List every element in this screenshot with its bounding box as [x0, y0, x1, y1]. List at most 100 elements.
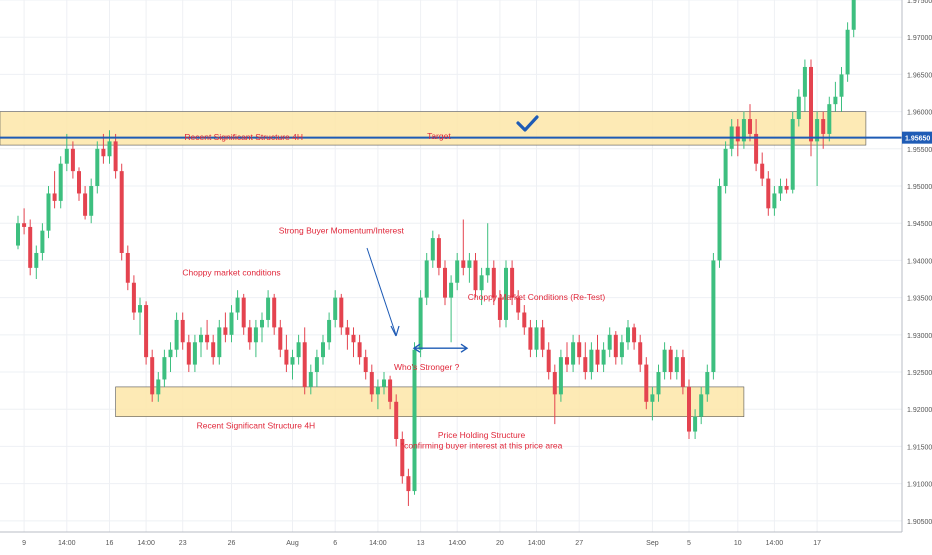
- candle-body: [144, 305, 149, 358]
- candle-body: [668, 349, 673, 373]
- candle: [802, 59, 807, 112]
- lower-zone: [115, 386, 745, 417]
- upper-zone: [0, 111, 867, 146]
- candle-body: [58, 163, 63, 201]
- candle: [552, 364, 557, 425]
- candle: [199, 327, 203, 358]
- candle: [113, 133, 118, 179]
- annotation-7: Price Holding Structure: [438, 430, 526, 440]
- candle: [626, 319, 630, 350]
- candle: [778, 178, 783, 201]
- candle-body: [485, 267, 490, 276]
- y-tick-label: 1.93500: [907, 296, 932, 303]
- candle: [351, 327, 356, 358]
- candle: [571, 334, 576, 373]
- candle-body: [113, 141, 118, 172]
- x-tick-label: 23: [179, 540, 187, 547]
- candle: [241, 293, 246, 335]
- candle-body: [52, 193, 57, 201]
- candle: [851, 0, 856, 38]
- candle-body: [186, 342, 191, 365]
- candle: [644, 357, 649, 410]
- candle: [748, 104, 752, 142]
- candle: [95, 141, 100, 194]
- candle-body: [375, 386, 380, 395]
- y-tick-label: 1.96500: [907, 72, 932, 79]
- candle-body: [253, 327, 258, 343]
- candle-body: [595, 349, 600, 365]
- candle-body: [394, 401, 399, 439]
- candle-body: [89, 186, 94, 216]
- candle-body: [467, 260, 472, 268]
- annotation-2: Choppy market conditions: [182, 267, 280, 277]
- candle-body: [199, 334, 203, 343]
- candle: [223, 312, 228, 343]
- candle: [497, 290, 502, 328]
- candle-body: [363, 357, 368, 373]
- y-tick-label: 1.95000: [907, 184, 932, 191]
- candle: [211, 334, 216, 365]
- x-tick-label: 6: [333, 540, 337, 547]
- last-price-label: 1.95650: [905, 136, 930, 143]
- candle-body: [296, 342, 301, 358]
- candle-body: [369, 372, 374, 395]
- candle: [613, 331, 618, 365]
- candle-body: [192, 342, 197, 365]
- candle-body: [784, 186, 789, 190]
- candle: [485, 223, 490, 283]
- candle: [845, 22, 850, 82]
- candle: [711, 252, 716, 380]
- candle: [382, 372, 386, 395]
- candle: [491, 260, 496, 306]
- y-tick-label: 1.90500: [907, 519, 932, 526]
- candle: [180, 312, 185, 350]
- candle-body: [534, 327, 539, 350]
- candle-body: [693, 416, 698, 432]
- candle: [558, 349, 563, 402]
- candle-body: [40, 230, 45, 253]
- candle: [656, 364, 661, 402]
- check-icon: [516, 115, 539, 132]
- candle-body: [180, 319, 185, 343]
- candle-body: [589, 349, 594, 373]
- candle: [22, 208, 27, 235]
- x-tick-label: 26: [228, 540, 236, 547]
- candle: [443, 260, 447, 306]
- candle: [589, 342, 594, 380]
- candle: [345, 319, 350, 350]
- candle: [455, 252, 460, 291]
- candle-body: [632, 327, 637, 343]
- candle-body: [662, 349, 667, 373]
- candle-body: [223, 327, 228, 335]
- candle-body: [382, 379, 386, 387]
- candle-body: [833, 96, 838, 105]
- annotation-0: Recent Significant Structure 4H: [184, 132, 303, 142]
- candle: [619, 334, 624, 365]
- x-tick-label: 14:00: [369, 540, 387, 547]
- candle: [522, 305, 527, 335]
- candle-body: [711, 260, 716, 373]
- candle: [229, 305, 234, 343]
- candle-body: [796, 96, 801, 120]
- candle-body: [64, 148, 69, 164]
- candle-body: [430, 238, 435, 261]
- candle: [363, 349, 368, 380]
- candle: [302, 327, 307, 395]
- candle-body: [119, 171, 124, 253]
- candle: [839, 66, 844, 112]
- y-tick-label: 1.92500: [907, 370, 932, 377]
- x-tick-label: 20: [496, 540, 504, 547]
- candle: [357, 334, 362, 365]
- candle: [34, 245, 39, 280]
- candle-body: [815, 119, 820, 142]
- candle-body: [46, 193, 51, 231]
- candle: [687, 379, 691, 439]
- candle: [235, 290, 240, 320]
- candle: [150, 349, 155, 402]
- candle-body: [754, 133, 759, 164]
- candle-body: [125, 252, 130, 283]
- candle-body: [217, 327, 222, 358]
- candle: [638, 334, 643, 373]
- candle: [674, 349, 679, 380]
